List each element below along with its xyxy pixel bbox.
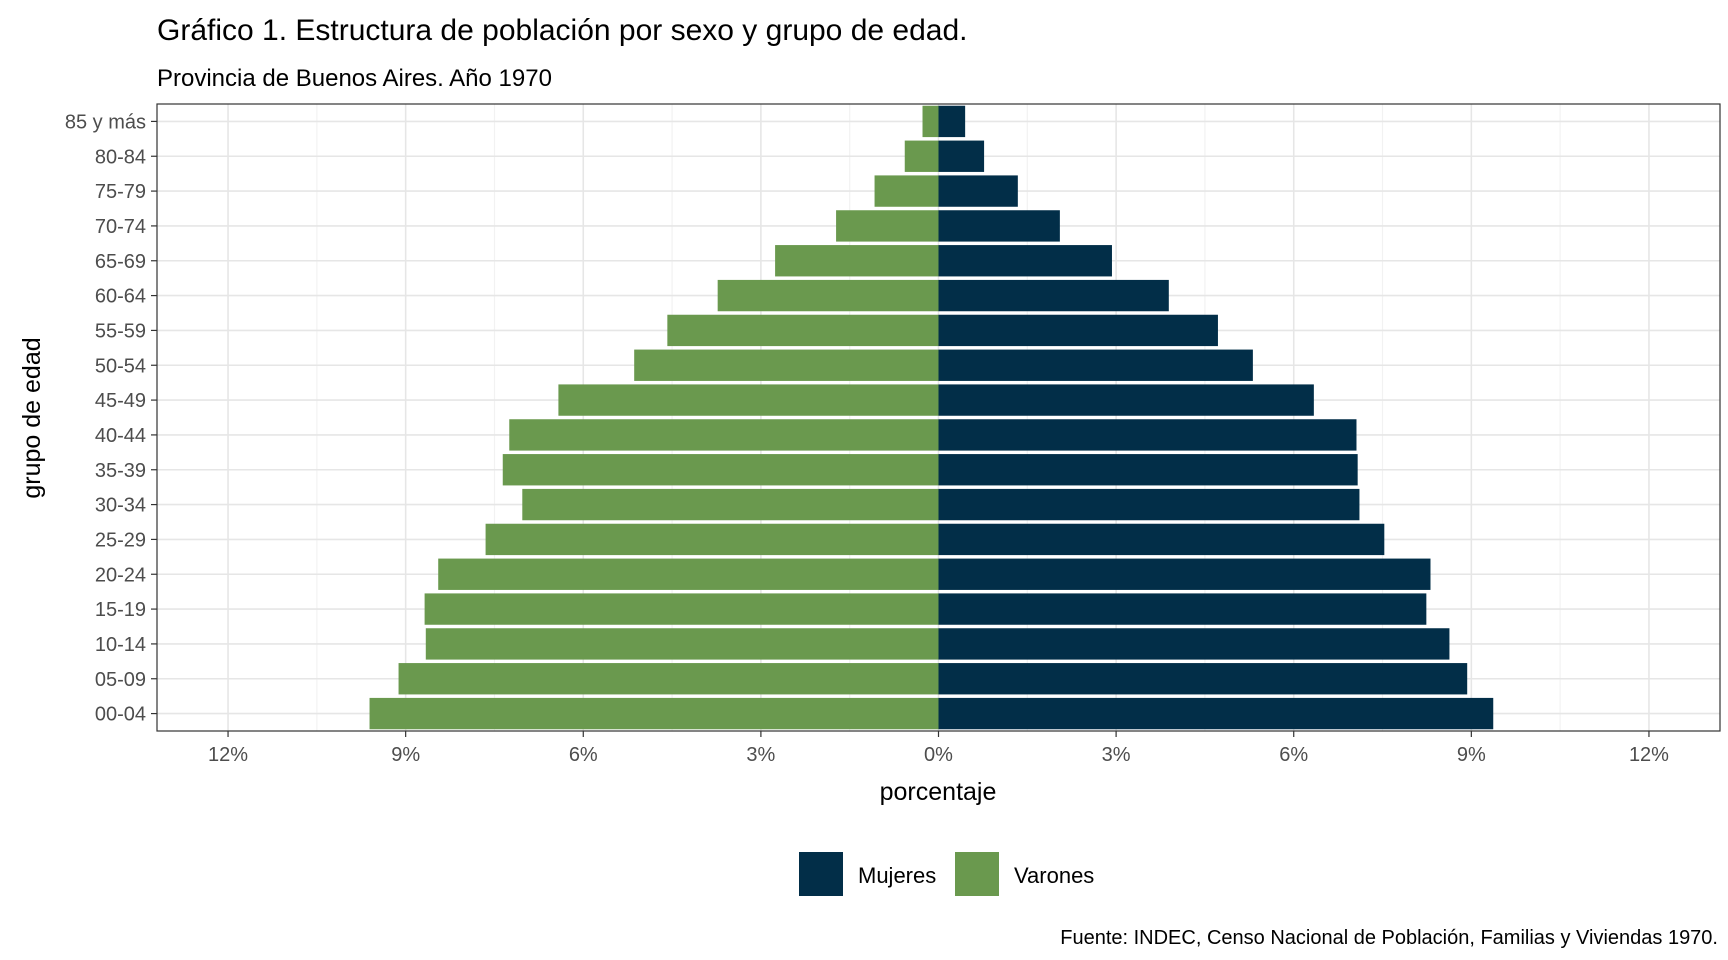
bar-varones-50-54: [634, 349, 939, 381]
bar-varones-00-04: [369, 697, 939, 730]
x-tick-label: 9%: [1457, 744, 1486, 766]
plot-area: [156, 103, 1721, 732]
bar-varones-70-74: [836, 210, 939, 242]
bar-mujeres-40-44: [938, 419, 1357, 451]
bar-mujeres-30-34: [938, 488, 1360, 521]
y-tick-label: 85 y más: [65, 111, 146, 133]
legend-label-varones: Varones: [1014, 863, 1094, 888]
bar-mujeres-75-79: [938, 175, 1018, 207]
bar-varones-75-79: [874, 175, 939, 207]
bar-mujeres-20-24: [938, 558, 1431, 590]
bar-varones-15-19: [424, 593, 939, 625]
y-tick-label: 60-64: [95, 286, 146, 308]
bar-mujeres-05-09: [938, 663, 1468, 695]
x-tick-label: 9%: [391, 744, 420, 766]
bar-mujeres-60-64: [938, 279, 1169, 312]
y-tick-label: 75-79: [95, 181, 146, 203]
x-tick-label: 0%: [924, 744, 953, 766]
bar-varones-40-44: [509, 419, 939, 451]
y-tick-label: 40-44: [95, 425, 146, 447]
bar-mujeres-65-69: [938, 245, 1112, 277]
legend-key-varones: [955, 852, 999, 896]
chart-title: Gráfico 1. Estructura de población por s…: [157, 14, 967, 47]
x-tick-label: 6%: [569, 744, 598, 766]
y-tick-label: 35-39: [95, 460, 146, 482]
chart-subtitle: Provincia de Buenos Aires. Año 1970: [157, 65, 552, 92]
y-tick-label: 50-54: [95, 355, 146, 377]
source-caption: Fuente: INDEC, Censo Nacional de Poblaci…: [1060, 927, 1718, 949]
y-axis: 00-04 05-09 10-14 15-19 20-24 25-29 30-34 35-39…: [65, 111, 157, 726]
bar-mujeres-45-49: [938, 384, 1314, 416]
bar-mujeres-35-39: [938, 454, 1358, 486]
bar-varones-30-34: [522, 488, 939, 521]
x-tick-label: 12%: [1629, 744, 1669, 766]
bar-mujeres-70-74: [938, 210, 1060, 242]
y-tick-label: 00-04: [95, 704, 146, 726]
bar-mujeres-50-54: [938, 349, 1253, 381]
y-tick-label: 05-09: [95, 669, 146, 691]
bar-varones-25-29: [485, 523, 939, 556]
bar-mujeres-25-29: [938, 523, 1385, 556]
bar-mujeres-15-19: [938, 593, 1427, 625]
bar-varones-20-24: [438, 558, 939, 590]
y-tick-label: 15-19: [95, 599, 146, 621]
bars: [369, 105, 1494, 730]
bar-mujeres-10-14: [938, 628, 1450, 660]
bar-mujeres-55-59: [938, 314, 1218, 347]
legend: Mujeres Varones: [799, 852, 1094, 896]
legend-key-mujeres: [799, 852, 843, 896]
x-tick-label: 12%: [208, 744, 248, 766]
bar-varones-10-14: [425, 628, 939, 660]
bar-mujeres-80-84: [938, 140, 985, 172]
y-tick-label: 80-84: [95, 146, 146, 168]
x-tick-label: 6%: [1279, 744, 1308, 766]
y-tick-label: 55-59: [95, 320, 146, 342]
bar-varones-45-49: [558, 384, 939, 416]
bar-varones-05-09: [398, 663, 939, 695]
x-axis-title: porcentaje: [880, 778, 997, 806]
y-tick-label: 70-74: [95, 216, 146, 238]
y-tick-label: 25-29: [95, 529, 146, 551]
x-tick-label: 3%: [1102, 744, 1131, 766]
y-tick-label: 45-49: [95, 390, 146, 412]
y-axis-title: grupo de edad: [18, 337, 46, 498]
bar-mujeres-00-04: [938, 697, 1494, 730]
y-tick-label: 10-14: [95, 634, 146, 656]
bar-varones-55-59: [667, 314, 939, 347]
bar-varones-60-64: [717, 279, 939, 312]
bar-varones-85-y-más: [922, 105, 939, 138]
y-tick-label: 30-34: [95, 495, 146, 517]
bar-varones-35-39: [502, 454, 939, 486]
bar-mujeres-85-y-más: [938, 105, 966, 138]
x-tick-label: 3%: [746, 744, 775, 766]
legend-label-mujeres: Mujeres: [858, 863, 936, 888]
y-tick-label: 20-24: [95, 564, 146, 586]
bar-varones-65-69: [775, 245, 939, 277]
y-tick-label: 65-69: [95, 251, 146, 273]
bar-varones-80-84: [904, 140, 939, 172]
x-axis: 12% 9% 6% 3% 0% 3% 6% 9% 12%: [208, 731, 1669, 766]
